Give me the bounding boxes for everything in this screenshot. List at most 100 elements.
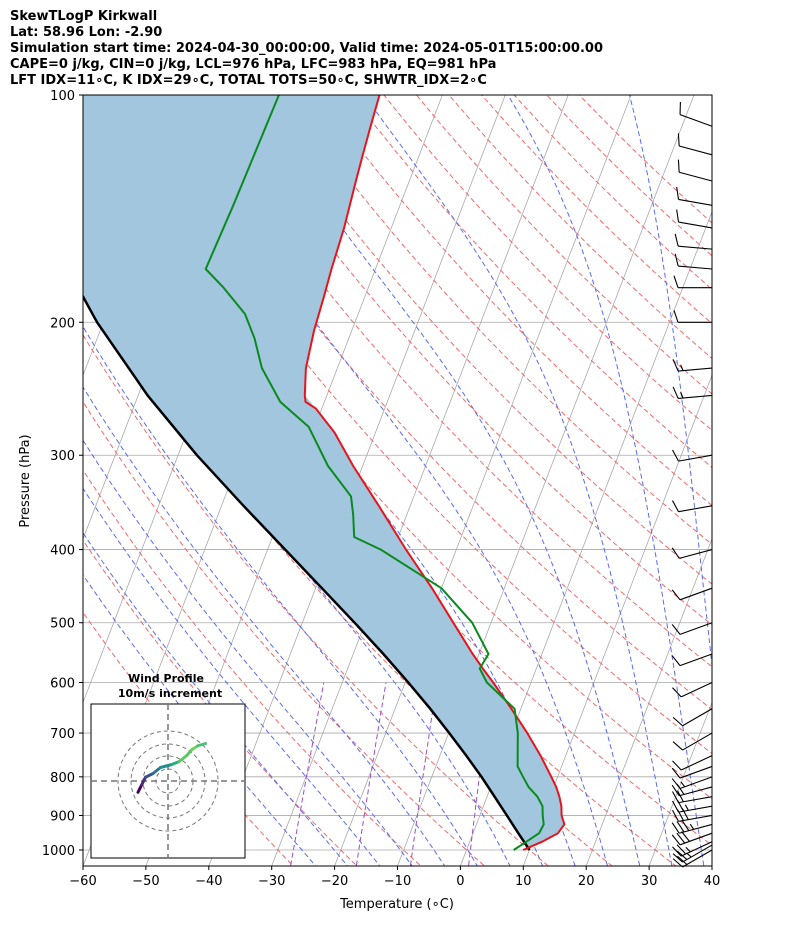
dry-adiabat bbox=[122, 95, 712, 755]
y-tick-label: 500 bbox=[50, 617, 75, 632]
x-tick-label: −40 bbox=[195, 874, 222, 889]
dry-adiabat bbox=[546, 95, 712, 257]
x-tick-label: −20 bbox=[321, 874, 348, 889]
y-tick-label: 800 bbox=[50, 771, 75, 786]
hodograph-ring bbox=[117, 730, 219, 832]
mixing-ratio-line bbox=[409, 682, 438, 866]
wind-barb bbox=[674, 253, 713, 270]
dry-adiabat bbox=[318, 95, 712, 507]
wind-barb bbox=[677, 133, 713, 156]
wind-barb bbox=[676, 186, 713, 206]
isotherm-line bbox=[585, 537, 712, 866]
dry-adiabat bbox=[83, 333, 550, 866]
tick-layer: −60 −50 −40 −30 −20 −10 0 10 20 30 40 1000 900 800 700… bbox=[42, 89, 720, 889]
moist-adiabat bbox=[83, 532, 349, 866]
wind-barb bbox=[672, 682, 713, 698]
wind-barb bbox=[677, 159, 713, 182]
y-tick-label: 700 bbox=[50, 727, 75, 742]
wind-barb bbox=[674, 233, 713, 250]
x-tick-label: 0 bbox=[456, 874, 464, 889]
moist-adiabat bbox=[83, 325, 478, 866]
wind-barb bbox=[672, 841, 713, 857]
x-tick-label: −10 bbox=[384, 874, 411, 889]
dry-adiabat bbox=[253, 95, 712, 585]
dewpoint-line bbox=[204, 95, 545, 851]
wind-barb bbox=[672, 500, 713, 513]
indices-line-1: CAPE=0 j/kg, CIN=0 j/kg, LCL=976 hPa, LF… bbox=[10, 57, 497, 72]
y-tick-label: 600 bbox=[50, 677, 75, 692]
mixing-ratio-line bbox=[290, 682, 325, 866]
wind-barb bbox=[679, 101, 713, 127]
wind-barb bbox=[672, 808, 713, 822]
dry-adiabat bbox=[188, 95, 712, 668]
y-tick-label: 200 bbox=[50, 316, 75, 331]
times-line: Simulation start time: 2024-04-30_00:00:… bbox=[10, 41, 603, 56]
y-tick-label: 100 bbox=[50, 89, 75, 104]
wind-barb bbox=[672, 708, 713, 727]
chart-header: SkewTLogP Kirkwall Lat: 58.96 Lon: -2.90… bbox=[10, 9, 603, 89]
wind-barb bbox=[672, 732, 713, 751]
moist-adiabat bbox=[161, 95, 609, 866]
hodograph-segment bbox=[151, 766, 162, 775]
isotherm-line bbox=[0, 78, 71, 881]
inset-title-line2: 10m/s increment bbox=[118, 687, 222, 700]
x-tick-label: −60 bbox=[69, 874, 96, 889]
location-line: Lat: 58.96 Lon: -2.90 bbox=[10, 25, 163, 40]
wind-barb bbox=[672, 755, 713, 771]
wind-barbs bbox=[671, 101, 713, 868]
x-tick-label: −50 bbox=[132, 874, 159, 889]
y-tick-label: 400 bbox=[50, 544, 75, 559]
isotherm-line bbox=[769, 78, 794, 881]
moist-adiabat bbox=[507, 95, 705, 866]
wind-barb bbox=[672, 849, 713, 868]
chart-title: SkewTLogP Kirkwall bbox=[10, 9, 158, 24]
moist-adiabat bbox=[629, 95, 712, 670]
isotherm-line bbox=[397, 95, 695, 866]
wind-profile-inset: Wind Profile 10m/s increment bbox=[90, 672, 246, 859]
moist-adiabat bbox=[363, 95, 673, 866]
isotherm-line bbox=[0, 78, 9, 881]
isotherm-line bbox=[522, 374, 712, 866]
x-tick-label: 10 bbox=[515, 874, 532, 889]
isotherm-line bbox=[648, 701, 712, 866]
dry-adiabat bbox=[220, 95, 712, 626]
wind-barb bbox=[671, 587, 713, 601]
parcel-profile-line bbox=[83, 294, 531, 851]
mixing-ratio-line bbox=[468, 682, 493, 866]
wind-barb bbox=[671, 653, 713, 667]
isotherm-line bbox=[334, 95, 632, 866]
dry-adiabat bbox=[83, 400, 486, 866]
wind-barb bbox=[673, 275, 712, 289]
wind-barb bbox=[671, 765, 713, 779]
dry-adiabat bbox=[83, 539, 358, 866]
x-axis-label: Temperature (∘C) bbox=[339, 897, 454, 912]
mixing-ratio-line bbox=[355, 682, 387, 866]
dry-adiabat bbox=[350, 95, 712, 469]
hodograph-segment bbox=[196, 742, 207, 748]
wind-barb bbox=[671, 819, 713, 834]
indices-line-2: LFT IDX=11∘C, K IDX=29∘C, TOTAL TOTS=50∘… bbox=[10, 73, 487, 88]
y-tick-label: 1000 bbox=[42, 844, 75, 859]
x-tick-label: 40 bbox=[704, 874, 721, 889]
wind-barb bbox=[672, 449, 713, 462]
wind-barb bbox=[673, 310, 712, 323]
moist-adiabat bbox=[83, 439, 413, 866]
wind-barb bbox=[672, 386, 713, 399]
inset-title-line1: Wind Profile bbox=[128, 672, 204, 685]
dry-adiabat bbox=[578, 95, 712, 224]
hodograph-segment bbox=[177, 754, 189, 763]
moist-adiabat bbox=[83, 487, 381, 866]
wind-barb bbox=[671, 776, 713, 789]
x-tick-label: −30 bbox=[258, 874, 285, 889]
wind-barb bbox=[676, 209, 713, 229]
hodograph-segment bbox=[159, 763, 174, 769]
cape-cin-shading bbox=[83, 95, 564, 850]
wind-barb bbox=[671, 622, 713, 635]
x-tick-label: 30 bbox=[641, 874, 658, 889]
wind-barb bbox=[671, 831, 713, 846]
y-axis-label: Pressure (hPa) bbox=[18, 434, 33, 527]
isotherm-line bbox=[711, 864, 712, 866]
moist-adiabat bbox=[83, 386, 446, 866]
dry-adiabat bbox=[83, 611, 294, 866]
